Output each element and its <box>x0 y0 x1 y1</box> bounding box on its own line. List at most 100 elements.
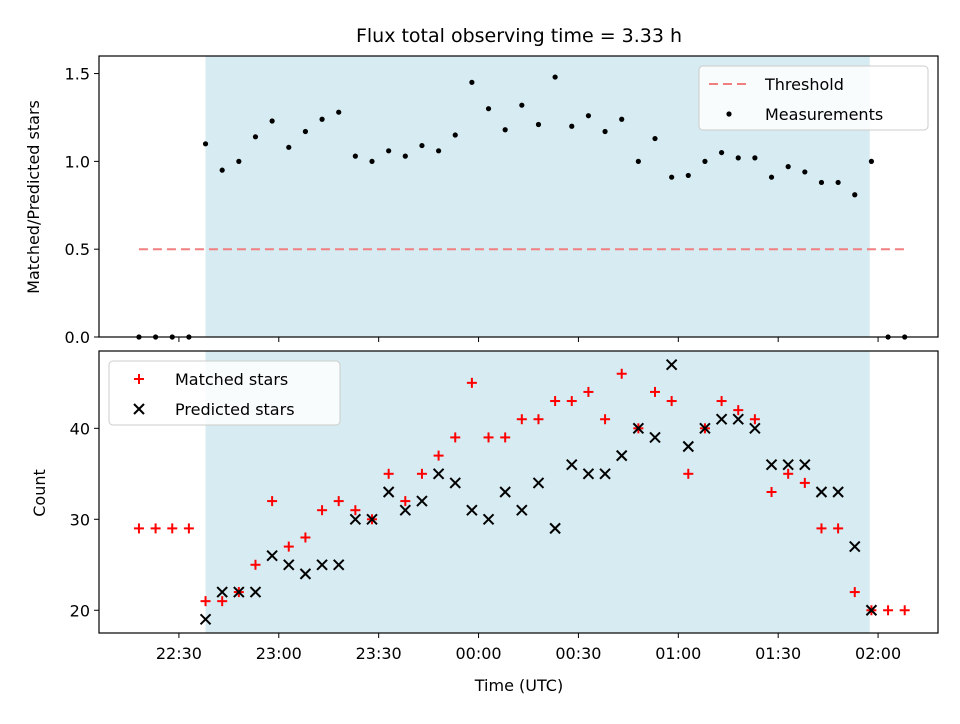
measurement-point <box>469 79 475 85</box>
measurement-point <box>669 174 675 180</box>
measurement-point <box>752 155 758 161</box>
predicted-star-marker <box>566 459 578 471</box>
measurement-point <box>635 158 641 164</box>
x-tick-label: 02:00 <box>855 644 901 663</box>
predicted-star-marker <box>699 422 711 435</box>
predicted-star-marker <box>416 495 428 507</box>
predicted-star-marker <box>333 559 345 571</box>
measurement-point <box>435 148 442 154</box>
matched-star-marker <box>217 596 228 607</box>
matched-star-marker <box>600 414 611 425</box>
predicted-star-marker <box>665 358 678 371</box>
matched-star-marker <box>650 386 661 397</box>
legend-matched-swatch <box>134 374 144 384</box>
predicted-star-marker <box>715 413 728 425</box>
measurement-point <box>802 169 808 175</box>
predicted-star-marker <box>449 477 461 489</box>
y-tick-label: 1.5 <box>65 65 90 84</box>
predicted-star-marker <box>782 459 794 471</box>
matched-star-marker <box>816 523 827 534</box>
measurement-point <box>236 158 242 164</box>
matched-star-marker <box>350 505 361 516</box>
predicted-star-marker <box>849 540 861 553</box>
legend-label: Matched stars <box>175 370 288 389</box>
matched-star-marker <box>267 496 278 507</box>
measurement-point <box>352 153 358 159</box>
predicted-star-marker <box>865 604 878 616</box>
predicted-star-marker <box>283 559 295 571</box>
predicted-star-marker <box>732 413 744 425</box>
predicted-star-marker <box>799 459 811 471</box>
measurement-point <box>852 192 858 198</box>
predicted-star-marker <box>815 486 828 498</box>
predicted-star-marker <box>682 440 695 453</box>
x-tick-label: 00:00 <box>455 644 501 663</box>
matched-star-marker <box>766 487 777 497</box>
predicted-star-marker <box>233 586 245 598</box>
matched-star-marker <box>300 532 311 543</box>
predicted-star-marker <box>532 477 545 489</box>
predicted-star-marker <box>582 468 595 480</box>
predicted-star-marker <box>316 559 328 571</box>
y-tick-label: 30 <box>70 510 90 529</box>
measurement-point <box>868 158 875 164</box>
predicted-star-marker <box>266 549 278 562</box>
matched-star-marker <box>883 605 894 616</box>
measurement-point <box>585 113 592 119</box>
measurement-point <box>269 118 275 124</box>
predicted-star-marker <box>749 422 761 435</box>
axes-frame <box>98 350 939 634</box>
predicted-star-marker <box>649 431 661 444</box>
y-tick-label: 0.0 <box>65 328 90 347</box>
measurement-point <box>702 158 708 164</box>
matched-star-marker <box>833 523 844 534</box>
legend-label: Measurements <box>765 105 883 124</box>
matched-star-marker <box>433 450 444 461</box>
chart-title: Flux total observing time = 3.33 h <box>356 25 682 47</box>
predicted-star-marker <box>632 422 645 435</box>
top-panel-ratio: 0.0 0.5 1.0 1.5 Threshold Measurements <box>65 55 939 347</box>
matched-star-marker <box>716 396 727 407</box>
matched-star-marker <box>683 468 694 479</box>
bottom-panel-counts: 20 30 40 22:30 23:00 23:30 00:00 00:30 01:00 01:3… <box>70 350 939 663</box>
y-tick-label: 20 <box>70 601 90 620</box>
predicted-star-marker <box>382 486 395 498</box>
legend-label: Threshold <box>764 75 844 94</box>
measurement-point <box>302 128 309 135</box>
matched-star-marker <box>666 396 677 407</box>
measurement-point <box>652 135 658 142</box>
predicted-star-marker <box>516 504 528 516</box>
matched-star-marker <box>167 523 178 534</box>
predicted-star-marker <box>765 459 778 471</box>
x-tick-label: 01:00 <box>655 644 701 663</box>
predicted-star-marker <box>832 486 844 498</box>
y-tick-label: 40 <box>70 419 90 438</box>
measurement-point <box>419 142 425 149</box>
measurement-point <box>768 174 775 180</box>
matched-star-marker <box>899 605 910 616</box>
measurement-point <box>835 179 841 186</box>
matched-star-marker <box>749 414 760 425</box>
x-tick-label: 01:30 <box>755 644 801 663</box>
y-tick-label: 0.5 <box>65 240 90 259</box>
predicted-star-marker <box>249 586 262 598</box>
matched-star-marker <box>450 432 461 443</box>
predicted-star-marker <box>432 468 445 480</box>
matched-star-marker <box>566 396 577 407</box>
x-tick-label: 00:30 <box>555 644 601 663</box>
legend: Threshold Measurements <box>698 65 929 131</box>
x-tick-label: 23:30 <box>356 644 402 663</box>
matched-star-marker <box>500 432 511 443</box>
legend-box <box>698 65 929 131</box>
measurement-point <box>452 132 458 138</box>
matched-star-marker <box>317 505 328 516</box>
legend-label: Predicted stars <box>175 400 295 419</box>
matched-star-marker <box>416 468 427 479</box>
measurement-point <box>785 164 791 170</box>
x-axis-label: Time (UTC) <box>474 676 563 695</box>
matched-star-marker <box>583 386 594 397</box>
predicted-star-marker <box>499 486 511 498</box>
predicted-star-marker <box>549 522 561 535</box>
matched-star-marker <box>849 587 860 598</box>
